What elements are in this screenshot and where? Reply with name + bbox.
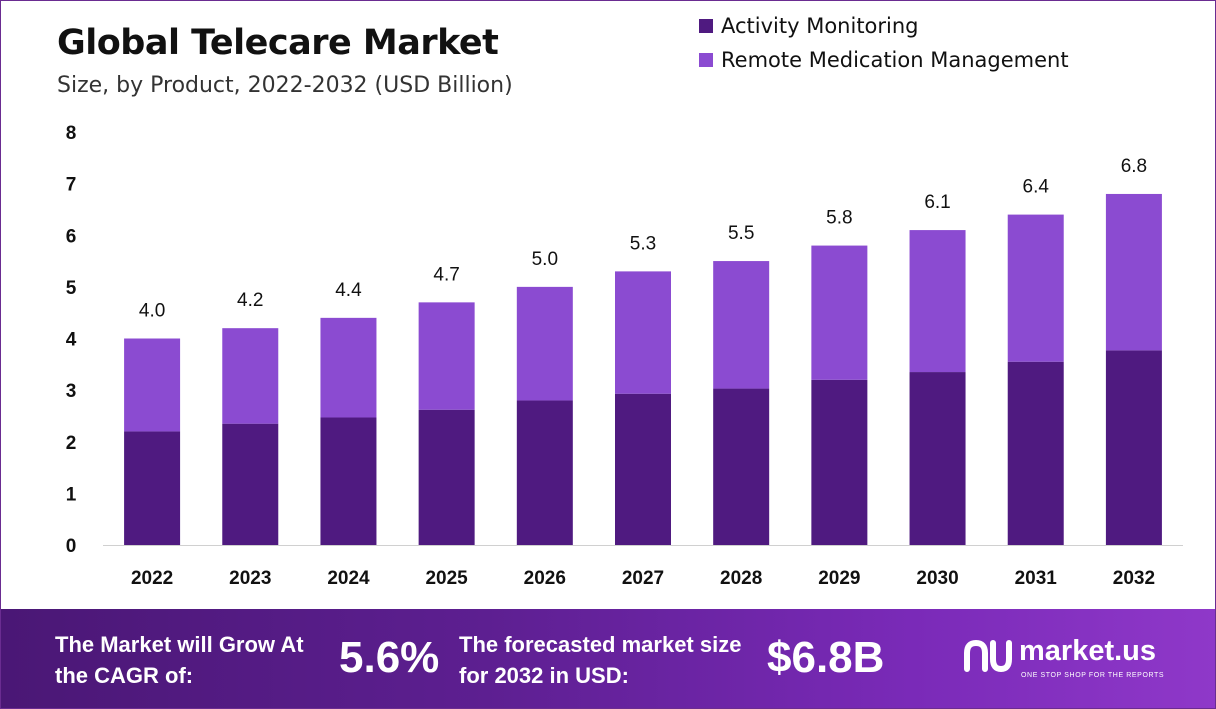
bar-activity-monitoring-2027 (615, 393, 671, 545)
x-tick-label-2022: 2022 (131, 568, 173, 589)
data-label-total-2024: 4.4 (335, 280, 362, 301)
chart-title: Global Telecare Market (57, 23, 499, 63)
bar-activity-monitoring-2023 (222, 423, 279, 545)
x-tick-label-2029: 2029 (818, 568, 860, 589)
x-tick-label-2032: 2032 (1113, 568, 1155, 589)
bar-remote-medication-management-2026 (516, 286, 573, 401)
bar-remote-medication-management-2030 (909, 230, 966, 373)
data-label-total-2025: 4.7 (433, 264, 459, 285)
bar-activity-monitoring-2029 (811, 379, 868, 545)
data-label-total-2022: 4.0 (139, 301, 165, 322)
bar-activity-monitoring-2030 (909, 372, 966, 545)
legend-swatch-activity-monitoring (699, 19, 713, 33)
x-tick-label-2026: 2026 (524, 568, 566, 589)
bar-activity-monitoring-2025 (418, 409, 475, 545)
bar-remote-medication-management-2023 (222, 328, 279, 424)
x-tick-label-2023: 2023 (229, 568, 271, 589)
legend-label-activity-monitoring: Activity Monitoring (721, 14, 919, 38)
forecast-label: The forecasted market size for 2032 in U… (459, 632, 742, 688)
y-tick-label-0: 0 (66, 536, 77, 557)
y-tick-label-8: 8 (66, 123, 77, 144)
legend-item-remote-medication-management: Remote Medication Management (699, 43, 1069, 77)
x-tick-label-2027: 2027 (622, 568, 664, 589)
bar-activity-monitoring-2022 (124, 431, 181, 545)
stacked-bar-chart: 0 1 2 3 4 5 6 7 8 4.0 2022 4.2 2023 4.4 2024 4.7 2025 5.0… (66, 123, 1183, 589)
legend-item-activity-monitoring: Activity Monitoring (699, 9, 1069, 43)
y-tick-label-7: 7 (66, 175, 77, 196)
brand-tagline: ONE STOP SHOP FOR THE REPORTS (1021, 672, 1165, 679)
bar-remote-medication-management-2025 (418, 302, 475, 410)
bar-activity-monitoring-2028 (713, 388, 770, 545)
x-tick-label-2028: 2028 (720, 568, 762, 589)
data-label-total-2030: 6.1 (924, 192, 950, 213)
legend-label-remote-medication-management: Remote Medication Management (721, 48, 1069, 72)
data-label-total-2028: 5.5 (728, 223, 754, 244)
legend-swatch-remote-medication-management (699, 53, 713, 67)
brand-name: market.us (1019, 635, 1157, 667)
bar-remote-medication-management-2032 (1105, 193, 1162, 351)
y-tick-label-1: 1 (66, 484, 77, 505)
bar-activity-monitoring-2026 (516, 400, 573, 545)
bar-remote-medication-management-2022 (124, 338, 181, 432)
cagr-label: The Market will Grow At the CAGR of: (55, 632, 304, 688)
bar-activity-monitoring-2024 (320, 417, 377, 545)
chart-subtitle: Size, by Product, 2022-2032 (USD Billion… (57, 73, 513, 98)
data-label-total-2029: 5.8 (826, 208, 852, 229)
bar-remote-medication-management-2031 (1007, 214, 1064, 362)
x-tick-label-2024: 2024 (327, 568, 370, 589)
forecast-value: $6.8B (767, 633, 885, 682)
x-tick-label-2025: 2025 (425, 568, 468, 589)
legend: Activity Monitoring Remote Medication Ma… (699, 9, 1069, 77)
x-tick-label-2031: 2031 (1015, 568, 1058, 589)
x-tick-label-2030: 2030 (916, 568, 958, 589)
bar-remote-medication-management-2028 (713, 261, 770, 389)
data-label-total-2032: 6.8 (1121, 156, 1147, 177)
y-tick-label-5: 5 (66, 278, 77, 299)
bar-remote-medication-management-2029 (811, 245, 868, 380)
bar-activity-monitoring-2031 (1007, 361, 1064, 545)
y-tick-label-2: 2 (66, 433, 77, 454)
data-label-total-2031: 6.4 (1023, 177, 1050, 198)
bar-remote-medication-management-2027 (615, 271, 671, 394)
cagr-value: 5.6% (339, 633, 440, 682)
y-tick-label-4: 4 (66, 330, 77, 351)
data-label-total-2026: 5.0 (532, 249, 558, 270)
footer-banner: The Market will Grow At the CAGR of: 5.6… (1, 609, 1215, 708)
market-us-logo-icon (964, 639, 1012, 673)
bar-activity-monitoring-2032 (1105, 350, 1162, 545)
y-tick-label-6: 6 (66, 226, 77, 247)
y-tick-label-3: 3 (66, 381, 77, 402)
data-label-total-2023: 4.2 (237, 290, 263, 311)
data-label-total-2027: 5.3 (630, 233, 656, 254)
bar-remote-medication-management-2024 (320, 317, 377, 418)
